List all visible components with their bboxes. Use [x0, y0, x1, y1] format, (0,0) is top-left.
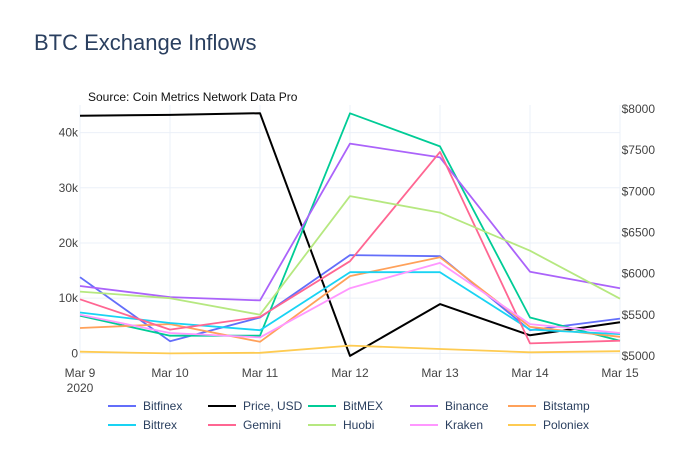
legend-label: Huobi	[343, 418, 374, 432]
right-y-tick-label: $7500	[622, 143, 656, 157]
left-y-tick-label: 10k	[59, 291, 79, 305]
legend-item-bittrex[interactable]: Bittrex	[108, 418, 177, 432]
legend-label: Poloniex	[543, 418, 589, 432]
x-tick-sublabel: 2020	[67, 381, 94, 395]
right-axis-ticks: $5000 $5500 $6000 $6500 $7000 $7500 $8000	[622, 102, 656, 363]
chart-title: BTC Exchange Inflows	[34, 30, 257, 55]
legend-label: Bitfinex	[143, 399, 182, 413]
left-y-tick-label: 20k	[59, 236, 79, 250]
x-tick-label: Mar 9	[65, 366, 96, 380]
legend-item-binance[interactable]: Binance	[410, 399, 489, 413]
left-y-tick-label: 30k	[59, 181, 79, 195]
legend-item-huobi[interactable]: Huobi	[308, 418, 374, 432]
legend-label: Kraken	[445, 418, 483, 432]
legend-item-bitfinex[interactable]: Bitfinex	[108, 399, 182, 413]
series-line-poloniex	[79, 344, 621, 355]
legend[interactable]: Bitfinex Price, USD BitMEX Binance Bitstamp B…	[108, 399, 590, 432]
right-y-tick-label: $6000	[622, 267, 656, 281]
left-y-tick-label: 40k	[59, 126, 79, 140]
legend-item-gemini[interactable]: Gemini	[208, 418, 281, 432]
x-tick-label: Mar 11	[242, 366, 279, 380]
legend-item-bitmex[interactable]: BitMEX	[308, 399, 383, 413]
legend-item-bitstamp[interactable]: Bitstamp	[508, 399, 590, 413]
series-line-gemini	[79, 150, 621, 345]
series-line-bittrex	[79, 271, 621, 335]
source-annotation: Source: Coin Metrics Network Data Pro	[88, 90, 298, 104]
legend-label: Binance	[445, 399, 489, 413]
right-y-tick-label: $7000	[622, 184, 656, 198]
legend-label: Bitstamp	[543, 399, 590, 413]
gridlines	[79, 105, 621, 360]
x-tick-label: Mar 12	[331, 366, 369, 380]
legend-item-price-usd[interactable]: Price, USD	[208, 399, 303, 413]
series-line-kraken	[79, 261, 621, 339]
x-tick-label: Mar 14	[511, 366, 549, 380]
legend-label: Gemini	[243, 418, 281, 432]
legend-item-kraken[interactable]: Kraken	[410, 418, 483, 432]
series-line-huobi	[79, 195, 621, 316]
legend-item-poloniex[interactable]: Poloniex	[508, 418, 589, 432]
left-y-tick-label: 0	[71, 346, 78, 360]
legend-label: Bittrex	[143, 418, 177, 432]
right-y-tick-label: $5500	[622, 308, 656, 322]
series-line-price-usd	[79, 112, 621, 357]
right-y-tick-label: $8000	[622, 102, 656, 116]
legend-label: BitMEX	[343, 399, 383, 413]
series-line-bitstamp	[79, 256, 621, 343]
right-y-tick-label: $6500	[622, 226, 656, 240]
right-y-tick-label: $5000	[622, 349, 656, 363]
series-line-binance	[79, 142, 621, 302]
legend-label: Price, USD	[243, 399, 303, 413]
left-axis-ticks: 0 10k 20k 30k 40k	[59, 126, 79, 361]
x-tick-label: Mar 13	[421, 366, 459, 380]
series-line-bitmex	[79, 112, 621, 342]
series-lines	[79, 112, 621, 357]
x-tick-label: Mar 15	[601, 366, 639, 380]
x-tick-label: Mar 10	[151, 366, 189, 380]
